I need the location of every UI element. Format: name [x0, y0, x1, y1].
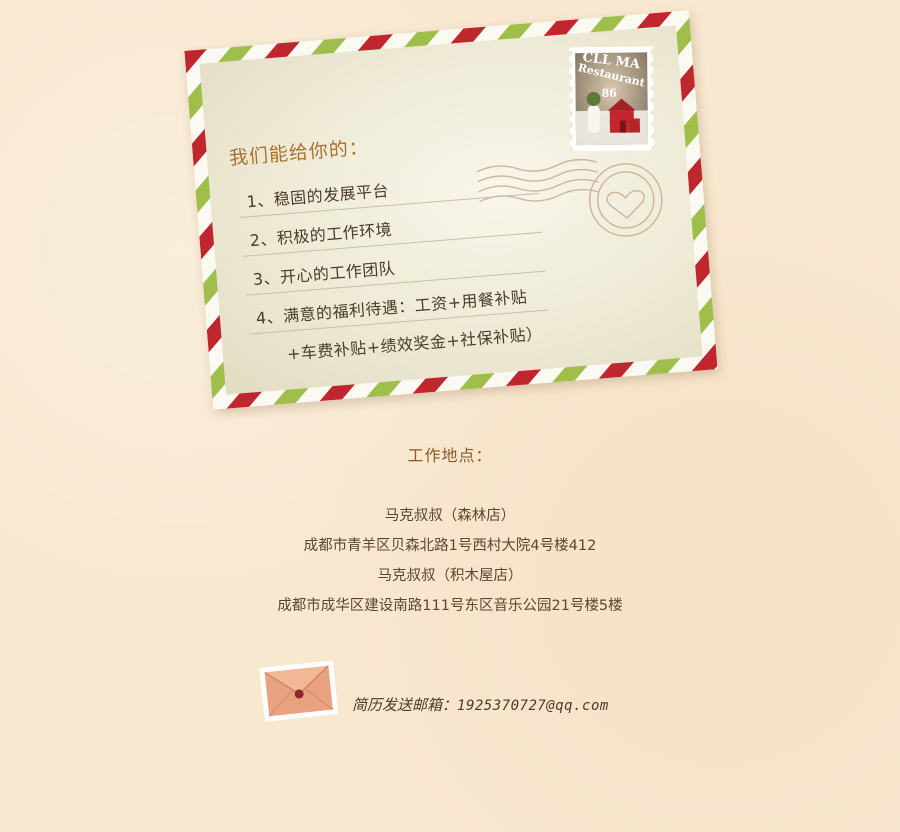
store-address-blocks: 成都市成华区建设南路111号东区音乐公园21号楼5楼	[277, 598, 623, 614]
envelope-icon	[259, 660, 339, 725]
store-name-blocks: 马克叔叔（积木屋店）	[377, 568, 523, 584]
stamp-number: 86	[601, 86, 617, 100]
letter-paper: CLL MA Restaurant 86	[199, 25, 703, 395]
contact-row: 简历发送邮箱：1925370727@qq.com	[352, 694, 609, 715]
store-address-forest: 成都市青羊区贝森北路1号西村大院4号楼412	[303, 538, 597, 554]
contact-label: 简历发送邮箱：	[352, 696, 458, 714]
location-title: 工作地点：	[407, 446, 493, 465]
contact-email[interactable]: 1925370727@qq.com	[457, 698, 609, 714]
store-name-forest: 马克叔叔（森林店）	[384, 508, 516, 524]
restaurant-stamp: CLL MA Restaurant 86	[566, 46, 658, 153]
postmark	[476, 158, 663, 237]
airmail-letter: CLL MA Restaurant 86 我们能给你的： 1、稳固的发展平台 2…	[184, 10, 718, 410]
